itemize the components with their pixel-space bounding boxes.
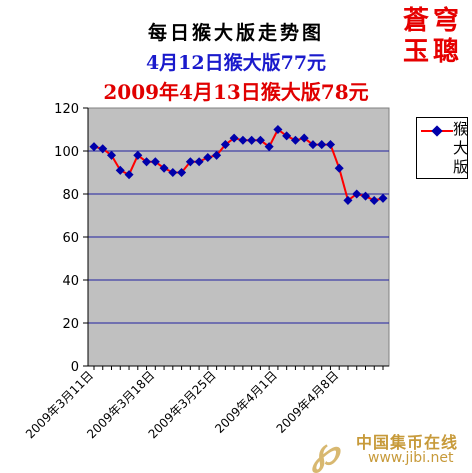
data-point bbox=[334, 163, 344, 173]
data-point bbox=[325, 140, 336, 150]
data-point bbox=[238, 135, 248, 145]
chart-subtitle-latest-price: 4月12日猴大版77元 bbox=[145, 52, 327, 74]
watermark-url: www.jibi.net bbox=[368, 450, 454, 466]
x-tick-label: 2009年3月25日 bbox=[146, 368, 219, 441]
y-tick-label: 100 bbox=[54, 145, 79, 160]
y-tick-label: 40 bbox=[62, 274, 79, 289]
legend-swatch bbox=[421, 125, 453, 137]
y-tick-label: 80 bbox=[62, 188, 79, 203]
data-point bbox=[290, 135, 300, 145]
chart-subtitle-today-price: 2009年4月13日猴大版78元 bbox=[103, 80, 369, 104]
data-point bbox=[247, 135, 257, 145]
x-tick-label: 2009年4月1日 bbox=[212, 368, 280, 436]
data-point bbox=[168, 167, 178, 178]
y-tick-label: 20 bbox=[62, 317, 79, 332]
y-tick-label: 120 bbox=[54, 102, 79, 117]
chart-title: 每日猴大版走势图 bbox=[147, 22, 324, 44]
series-line bbox=[93, 128, 384, 203]
author-stamp: 蒼穹玉聰 bbox=[402, 6, 463, 67]
legend-series-label: 猴大版 bbox=[453, 120, 469, 176]
data-point bbox=[124, 170, 134, 180]
data-point bbox=[89, 142, 99, 152]
data-point bbox=[360, 191, 371, 201]
data-point bbox=[220, 140, 230, 150]
data-point bbox=[133, 150, 143, 160]
site-logo: ℘ bbox=[312, 428, 339, 473]
site-watermark: ℘ 中国集币在线 www.jibi.net bbox=[312, 426, 472, 473]
data-point bbox=[150, 157, 160, 167]
data-point bbox=[299, 133, 309, 143]
y-tick-label: 0 bbox=[71, 360, 79, 375]
watermark-site-name: 中国集币在线 bbox=[356, 433, 459, 452]
data-point bbox=[273, 124, 283, 135]
y-tick-label: 60 bbox=[62, 231, 79, 246]
chart-legend: 猴大版 bbox=[416, 117, 468, 179]
